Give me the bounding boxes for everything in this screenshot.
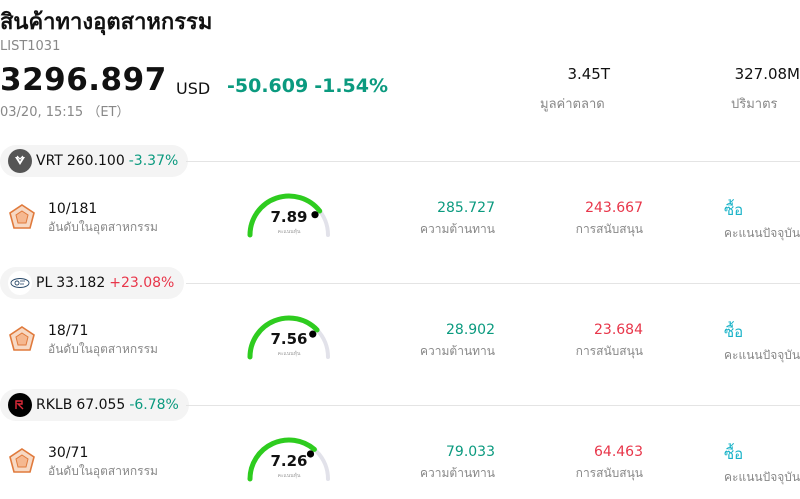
support-label: การสนับสนุน bbox=[575, 344, 643, 358]
volume-value: 327.08M bbox=[734, 65, 800, 83]
resistance-value: 285.727 bbox=[437, 200, 495, 216]
volume-label: ปริมาตร bbox=[731, 97, 778, 112]
resistance-value: 79.033 bbox=[446, 444, 495, 460]
stock-score-caption: คะแนนหุ้น bbox=[277, 351, 301, 357]
stock-chip-vrt[interactable]: VRT 260.100 -3.37% bbox=[0, 145, 189, 177]
price-change: -50.609 -1.54% bbox=[227, 75, 394, 97]
stock-change-percent: +23.08% bbox=[109, 275, 175, 291]
rocketlab-logo-icon bbox=[8, 393, 32, 417]
price-change-percent: -1.54% bbox=[314, 75, 389, 97]
industry-rank-label: อันดับในอุตสาหกรรม bbox=[48, 342, 158, 356]
row-divider bbox=[186, 161, 800, 162]
current-rating-label: คะแนนปัจจุบัน bbox=[724, 348, 800, 362]
support-value: 243.667 bbox=[585, 200, 643, 216]
stock-ticker: PL bbox=[36, 275, 53, 291]
resistance-label: ความต้านทาน bbox=[420, 344, 495, 358]
stock-score-value: 7.26 bbox=[270, 452, 308, 470]
industry-rank-value: 10/181 bbox=[48, 201, 98, 217]
rating-buy[interactable]: ซื้อ bbox=[724, 445, 744, 463]
quote-timestamp: 03/20, 15:15 （ET） bbox=[0, 105, 130, 120]
stock-price: 260.100 bbox=[66, 153, 125, 169]
industry-rank-value: 18/71 bbox=[48, 323, 89, 339]
rating-buy[interactable]: ซื้อ bbox=[724, 201, 744, 219]
stock-chip-pl[interactable]: PL 33.182 +23.08% bbox=[0, 267, 185, 299]
industry-rank-value: 30/71 bbox=[48, 445, 89, 461]
industry-rank-icon bbox=[9, 448, 35, 473]
currency-label: USD bbox=[176, 79, 211, 98]
stock-price: 33.182 bbox=[56, 275, 106, 291]
page-title: สินค้าทางอุตสาหกรรม bbox=[0, 10, 213, 35]
stock-ticker: VRT bbox=[36, 153, 63, 169]
stock-score-caption: คะแนนหุ้น bbox=[277, 229, 301, 235]
vrt-logo-icon bbox=[8, 149, 32, 173]
current-rating-label: คะแนนปัจจุบัน bbox=[724, 470, 800, 484]
planet-logo-icon bbox=[8, 271, 32, 295]
gauge-fill bbox=[247, 315, 320, 360]
gauge-marker bbox=[306, 450, 315, 458]
row-divider bbox=[186, 283, 800, 284]
price-change-value: -50.609 bbox=[227, 75, 309, 97]
stock-score-gauge bbox=[247, 193, 330, 238]
index-price: 3296.897 bbox=[0, 62, 167, 98]
gauge-marker bbox=[309, 330, 317, 338]
gauge-fill bbox=[247, 437, 317, 482]
stock-price: 67.055 bbox=[76, 397, 126, 413]
stock-score-gauge bbox=[247, 315, 330, 360]
support-label: การสนับสนุน bbox=[575, 222, 643, 236]
list-code: LIST1031 bbox=[0, 39, 61, 54]
market-cap-value: 3.45T bbox=[567, 65, 610, 83]
stock-chip-rklb[interactable]: RKLB 67.055 -6.78% bbox=[0, 389, 189, 421]
stock-score-caption: คะแนนหุ้น bbox=[277, 473, 301, 479]
resistance-label: ความต้านทาน bbox=[420, 222, 495, 236]
gauge-marker bbox=[311, 211, 319, 219]
stock-change-percent: -3.37% bbox=[128, 153, 179, 169]
industry-rank-label: อันดับในอุตสาหกรรม bbox=[48, 220, 158, 234]
gauge-fill bbox=[247, 193, 323, 238]
support-label: การสนับสนุน bbox=[575, 466, 643, 480]
industry-rank-label: อันดับในอุตสาหกรรม bbox=[48, 464, 158, 478]
row-divider bbox=[186, 405, 800, 406]
stock-score-value: 7.56 bbox=[270, 330, 308, 348]
resistance-label: ความต้านทาน bbox=[420, 466, 495, 480]
stock-score-value: 7.89 bbox=[270, 208, 308, 226]
market-cap-label: มูลค่าตลาด bbox=[540, 97, 605, 112]
support-value: 23.684 bbox=[594, 322, 643, 338]
industry-rank-icon bbox=[9, 326, 35, 351]
stock-score-gauge bbox=[247, 437, 330, 482]
stock-ticker: RKLB bbox=[36, 397, 73, 413]
support-value: 64.463 bbox=[594, 444, 643, 460]
current-rating-label: คะแนนปัจจุบัน bbox=[724, 226, 800, 240]
resistance-value: 28.902 bbox=[446, 322, 495, 338]
stock-change-percent: -6.78% bbox=[129, 397, 179, 413]
rating-buy[interactable]: ซื้อ bbox=[724, 323, 744, 341]
industry-rank-icon bbox=[9, 204, 35, 229]
